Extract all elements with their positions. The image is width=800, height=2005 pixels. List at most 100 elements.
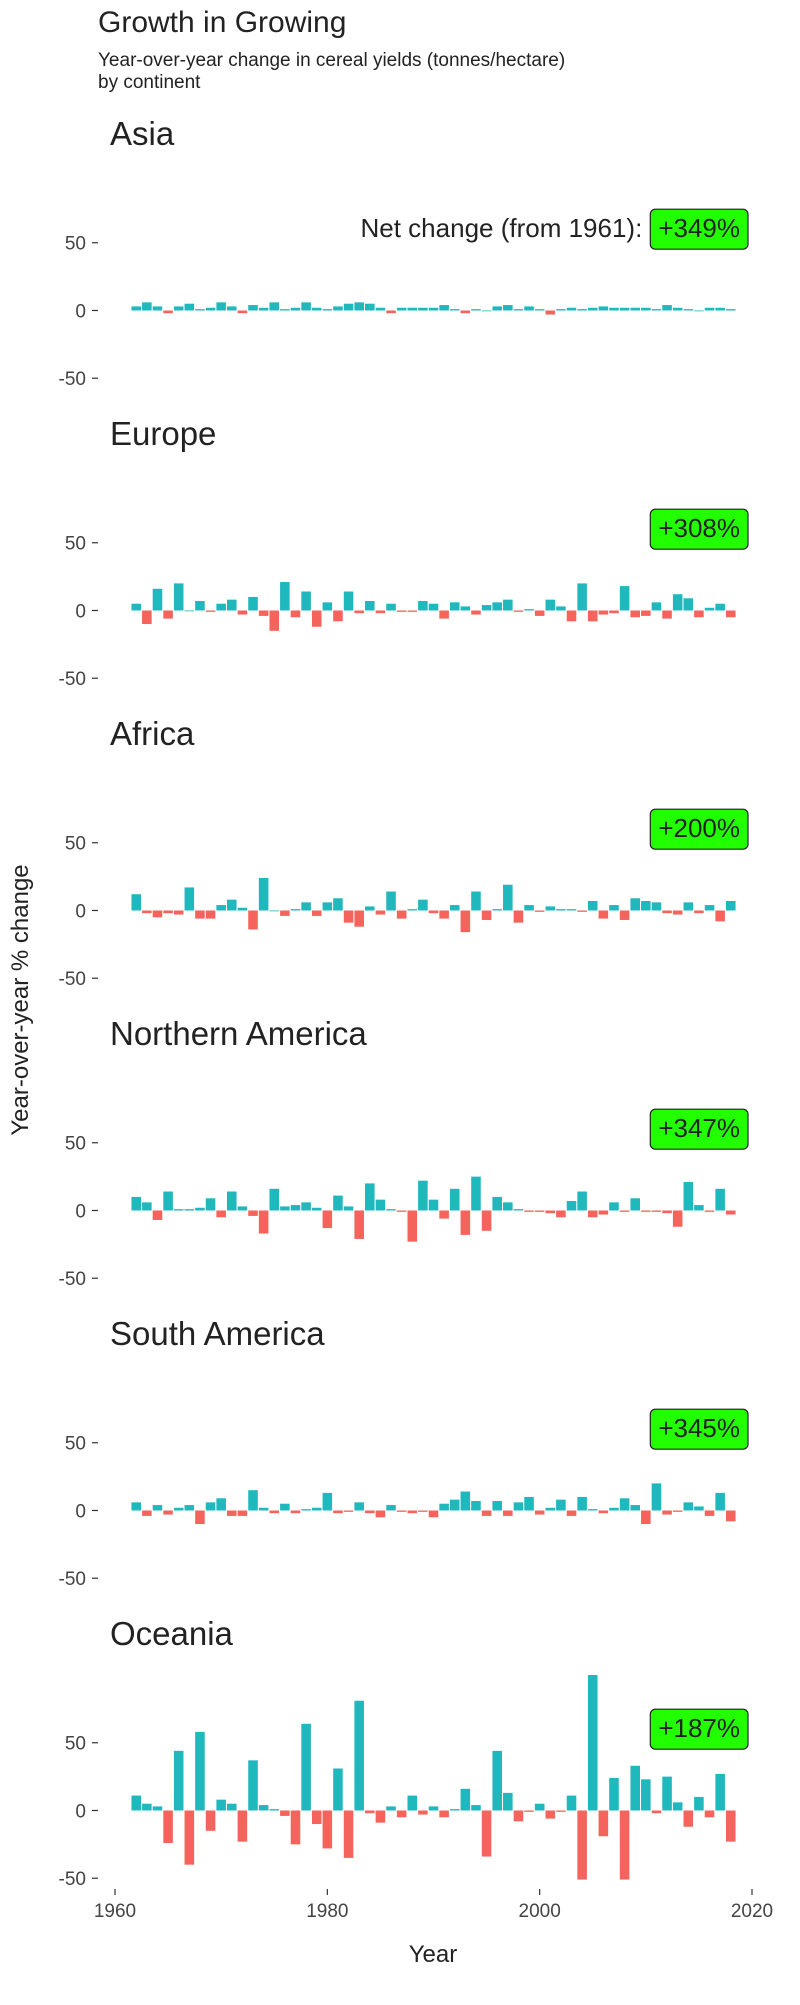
bar xyxy=(481,910,492,920)
bar xyxy=(269,1188,280,1211)
bar xyxy=(587,610,598,622)
bar xyxy=(311,307,322,311)
bar xyxy=(322,602,333,611)
bar xyxy=(131,1502,142,1511)
bar xyxy=(248,1210,258,1216)
bar xyxy=(311,1810,322,1825)
bar xyxy=(651,902,662,911)
chart-subtitle: by continent xyxy=(98,72,201,93)
bar xyxy=(460,1491,471,1511)
bar xyxy=(195,910,205,919)
bar xyxy=(418,307,428,311)
y-tick-label: 0 xyxy=(75,1501,86,1522)
bar xyxy=(566,610,577,622)
bar xyxy=(386,891,396,911)
bar xyxy=(195,1207,205,1211)
bar xyxy=(598,1510,609,1514)
x-tick-label: 1960 xyxy=(94,1901,136,1922)
net-change-value: +347% xyxy=(658,1113,740,1143)
bar xyxy=(407,1210,418,1242)
bar xyxy=(343,303,354,311)
bar xyxy=(280,1810,290,1816)
bar xyxy=(311,1207,322,1211)
bar xyxy=(163,1510,173,1515)
chart-title: Growth in Growing xyxy=(98,6,346,39)
bar xyxy=(524,1496,534,1511)
bar xyxy=(460,606,471,611)
bar xyxy=(524,306,534,311)
net-change-value: +349% xyxy=(658,213,740,243)
bar xyxy=(662,305,672,311)
bar xyxy=(205,610,216,612)
y-axis-title: Year-over-year % change xyxy=(7,864,34,1135)
bar xyxy=(598,306,609,311)
bar xyxy=(163,310,173,314)
bar xyxy=(396,910,407,919)
bar xyxy=(195,601,205,611)
bar xyxy=(269,1510,280,1514)
bar xyxy=(343,1206,354,1211)
bar xyxy=(704,1510,715,1516)
bar xyxy=(630,610,640,618)
bar xyxy=(131,894,142,911)
bar xyxy=(269,302,280,311)
bar xyxy=(662,1776,672,1811)
bar xyxy=(566,307,577,311)
y-tick-label: 0 xyxy=(75,601,86,622)
bar xyxy=(725,1210,736,1215)
bar xyxy=(534,1210,545,1212)
bar xyxy=(619,586,630,611)
bar xyxy=(460,1210,471,1235)
bar xyxy=(683,1182,694,1211)
bar xyxy=(492,306,502,311)
bar xyxy=(343,591,354,611)
bar xyxy=(672,1210,683,1227)
bar xyxy=(524,1810,534,1812)
bar xyxy=(566,1510,577,1516)
bar xyxy=(248,1490,258,1511)
bar xyxy=(481,605,492,611)
bar xyxy=(556,1210,566,1218)
bar xyxy=(662,610,672,619)
bar xyxy=(407,1510,418,1514)
bar xyxy=(343,1810,354,1858)
bar xyxy=(449,309,460,311)
bar xyxy=(354,1700,364,1811)
bar xyxy=(725,901,736,911)
bar xyxy=(556,1810,566,1812)
bar xyxy=(216,905,226,911)
bar xyxy=(375,910,386,915)
bar xyxy=(248,910,258,930)
bar xyxy=(375,307,386,311)
bar xyxy=(163,1810,173,1843)
net-change-badge xyxy=(649,1408,749,1450)
facet-title: Northern America xyxy=(110,1015,367,1052)
bar xyxy=(609,905,619,911)
bar xyxy=(513,309,524,311)
bar xyxy=(725,610,736,618)
bar xyxy=(142,610,152,625)
bar xyxy=(258,610,269,616)
bar xyxy=(556,606,566,611)
bar xyxy=(269,1809,280,1811)
y-tick-label: -50 xyxy=(59,369,86,390)
bar xyxy=(630,1505,640,1511)
bar xyxy=(460,310,471,314)
bar xyxy=(492,909,502,911)
bar xyxy=(428,603,439,611)
bar xyxy=(683,902,694,911)
bar xyxy=(142,1202,152,1211)
net-change-badge xyxy=(649,808,749,850)
bar xyxy=(237,1510,248,1516)
bar xyxy=(704,307,715,311)
bar xyxy=(195,1731,205,1811)
bar xyxy=(524,609,534,611)
bar xyxy=(311,1507,322,1511)
bar xyxy=(396,1210,407,1212)
bar xyxy=(471,891,481,911)
bar xyxy=(577,910,587,912)
bar xyxy=(566,1795,577,1811)
bar xyxy=(248,305,258,311)
bar xyxy=(428,1806,439,1811)
